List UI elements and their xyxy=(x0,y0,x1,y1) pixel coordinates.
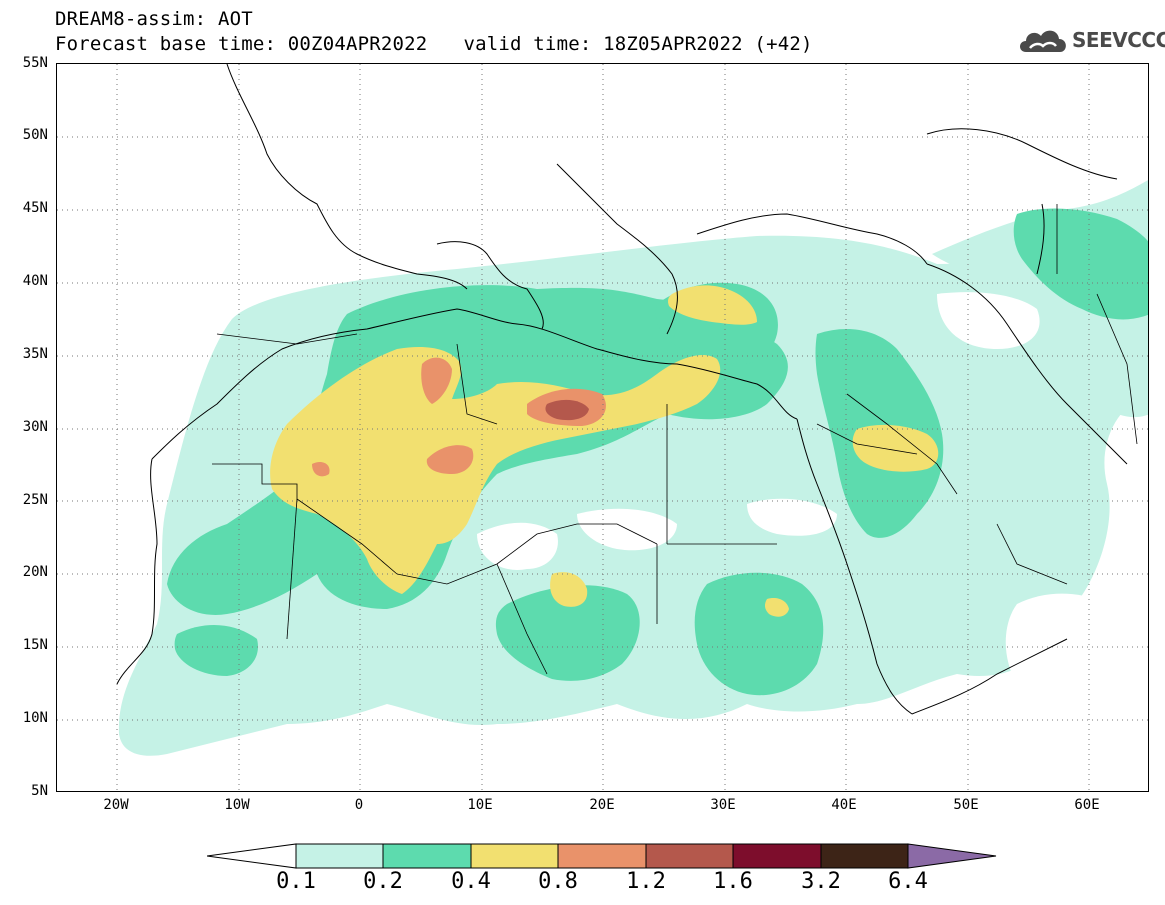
lat-label-10n: 10N xyxy=(22,710,48,726)
colorbar-swatch-0 xyxy=(295,843,384,869)
aot-field xyxy=(57,64,1148,791)
lon-label-20w: 20W xyxy=(103,797,129,813)
lat-label-35n: 35N xyxy=(22,346,48,362)
map-borders xyxy=(212,204,1138,675)
map-coastlines xyxy=(116,64,1128,715)
map-title: DREAM8-assim: AOT xyxy=(55,8,253,30)
lon-label-10w: 10W xyxy=(224,797,250,813)
lon-label-0: 0 xyxy=(354,797,364,813)
colorbar-label-0-1: 0.1 xyxy=(276,869,316,894)
colorbar-swatch-6 xyxy=(820,843,909,869)
lon-label-10e: 10E xyxy=(467,797,493,813)
colorbar-swatch-1 xyxy=(382,843,472,869)
map-gridlines xyxy=(57,64,1148,791)
lat-label-20n: 20N xyxy=(22,564,48,580)
colorbar-label-0-4: 0.4 xyxy=(451,869,491,894)
lat-label-45n: 45N xyxy=(22,200,48,216)
colorbar-label-1-6: 1.6 xyxy=(713,869,753,894)
forecast-base-time: Forecast base time: 00Z04APR2022 xyxy=(55,33,428,55)
lat-label-5n: 5N xyxy=(31,783,48,799)
aot-map xyxy=(56,63,1149,792)
lat-label-55n: 55N xyxy=(22,55,48,71)
lon-label-20e: 20E xyxy=(589,797,615,813)
valid-time: valid time: 18Z05APR2022 (+42) xyxy=(463,33,813,55)
lon-label-50e: 50E xyxy=(953,797,979,813)
colorbar-label-0-2: 0.2 xyxy=(363,869,403,894)
lon-label-60e: 60E xyxy=(1074,797,1100,813)
seevccc-logo: SEEVCCC xyxy=(1016,24,1165,58)
colorbar-label-3-2: 3.2 xyxy=(801,869,841,894)
colorbar-swatch-4 xyxy=(645,843,734,869)
colorbar-over-arrow xyxy=(907,843,997,869)
aot-band-0-4 xyxy=(270,285,939,617)
time-info: Forecast base time: 00Z04APR2022 valid ti… xyxy=(55,33,813,55)
lon-label-30e: 30E xyxy=(710,797,736,813)
lat-label-15n: 15N xyxy=(22,637,48,653)
colorbar xyxy=(207,843,997,869)
colorbar-under-arrow xyxy=(207,843,297,869)
colorbar-label-0-8: 0.8 xyxy=(538,869,578,894)
colorbar-swatch-2 xyxy=(470,843,559,869)
colorbar-label-6-4: 6.4 xyxy=(888,869,928,894)
colorbar-swatch-3 xyxy=(557,843,647,869)
lat-label-40n: 40N xyxy=(22,273,48,289)
colorbar-swatch-5 xyxy=(732,843,822,869)
cloud-logo-icon xyxy=(1020,30,1066,52)
aot-band-1-2 xyxy=(545,399,589,421)
lon-label-40e: 40E xyxy=(831,797,857,813)
lat-label-50n: 50N xyxy=(22,127,48,143)
lat-label-25n: 25N xyxy=(22,492,48,508)
lat-label-30n: 30N xyxy=(22,419,48,435)
logo-text: SEEVCCC xyxy=(1072,28,1165,52)
colorbar-label-1-2: 1.2 xyxy=(626,869,666,894)
